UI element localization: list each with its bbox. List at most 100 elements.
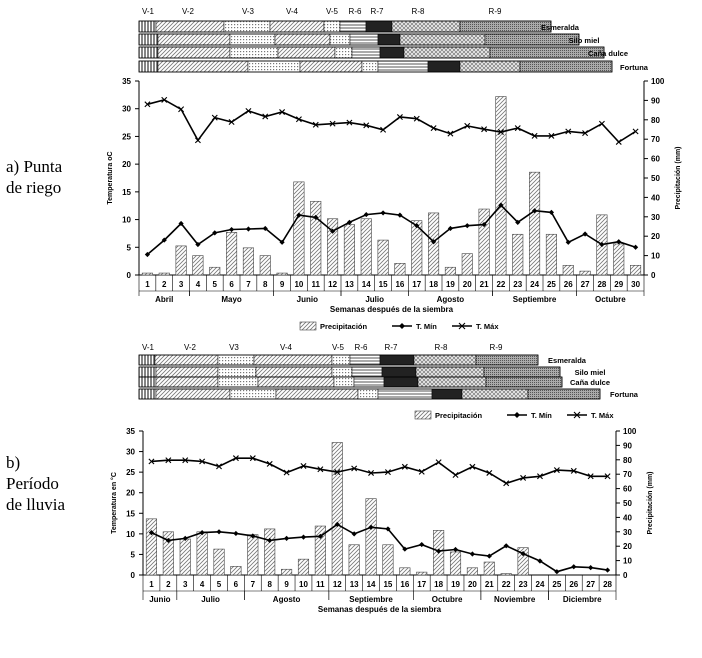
tmax-point	[144, 101, 151, 108]
week-tick-label: 17	[412, 280, 421, 289]
y-right-tick-label: 60	[651, 155, 660, 164]
tmax-point	[536, 473, 543, 480]
tmax-point	[165, 457, 172, 464]
stage-segment	[417, 376, 487, 388]
stage-label-r-9: R-9	[489, 7, 502, 16]
legend-marker-tmin	[399, 323, 405, 329]
variety-label-fortuna: Fortuna	[610, 390, 639, 399]
week-tick-label: 18	[434, 580, 443, 589]
precip-bar	[209, 266, 221, 276]
tmin-point	[334, 521, 340, 527]
variety-label-esmeralda: Esmeralda	[548, 356, 587, 365]
y-left-tick-label: 0	[131, 571, 136, 580]
variety-label-silo-miel: Silo miel	[575, 368, 606, 377]
tmin-point	[414, 223, 420, 229]
stage-label-r-6: R-6	[355, 343, 368, 352]
tmax-point	[548, 132, 555, 139]
stage-segment	[377, 60, 429, 73]
tmax-point	[329, 120, 336, 127]
stage-segment	[138, 354, 156, 366]
week-tick-label: 15	[379, 280, 388, 289]
tmin-point	[464, 223, 470, 229]
week-tick-label: 9	[280, 280, 285, 289]
y-left-tick-label: 0	[127, 271, 132, 280]
tmin-point	[436, 548, 442, 554]
tmin-point	[571, 564, 577, 570]
tmin-point	[279, 239, 285, 245]
stage-segment	[379, 46, 405, 59]
legend-swatch-precip	[299, 321, 317, 331]
y-left-tick-label: 15	[122, 188, 131, 197]
tmax-point	[531, 132, 538, 139]
precip-bar	[512, 233, 524, 276]
stage-segment	[157, 60, 249, 73]
week-tick-label: 29	[614, 280, 623, 289]
month-label-mayo: Mayo	[221, 295, 242, 304]
tmax-point	[435, 459, 442, 466]
y-axis-right-title: Precipitación (mm)	[675, 146, 682, 209]
tmax-point	[216, 463, 223, 470]
y-left-tick-label: 15	[126, 509, 135, 518]
week-tick-label: 24	[536, 580, 545, 589]
tmax-point	[418, 468, 425, 475]
week-tick-label: 4	[200, 580, 205, 589]
tmin-line	[151, 523, 608, 573]
stage-segment	[475, 354, 539, 366]
precip-bar	[314, 525, 326, 576]
week-tick-label: 23	[513, 280, 522, 289]
tmax-point	[430, 125, 437, 132]
tmax-point	[368, 469, 375, 476]
y-right-tick-label: 70	[651, 135, 660, 144]
tmin-point	[368, 524, 374, 530]
precip-bar	[517, 547, 529, 576]
precip-bar	[461, 253, 473, 276]
stage-segment	[351, 366, 383, 378]
tmax-point	[598, 120, 605, 127]
y-right-tick-label: 30	[623, 528, 632, 537]
stage-segment	[415, 366, 485, 378]
precip-bar	[360, 218, 372, 276]
tmax-point	[262, 113, 269, 120]
y-right-tick-label: 20	[651, 232, 660, 241]
week-tick-label: 12	[328, 280, 337, 289]
stage-segment	[138, 366, 157, 378]
month-label-septiembre: Septiembre	[513, 295, 557, 304]
stage-segment	[138, 60, 159, 73]
precip-bar	[630, 264, 642, 276]
stage-label-r-9: R-9	[490, 343, 503, 352]
tmax-point	[249, 455, 256, 462]
stage-segment	[431, 388, 463, 400]
precip-bar	[399, 567, 411, 576]
variety-label-caña-dulce: Caña dulce	[588, 49, 628, 58]
week-tick-label: 7	[251, 580, 256, 589]
y-left-tick-label: 5	[131, 550, 136, 559]
stage-label-v-4: V-4	[286, 7, 299, 16]
stage-bar-caña-dulce	[138, 46, 605, 59]
stage-segment	[519, 60, 613, 73]
precip-bar	[141, 272, 153, 276]
stage-segment	[138, 376, 157, 388]
tmax-line	[147, 98, 637, 144]
week-tick-label: 25	[552, 580, 561, 589]
stage-segment	[483, 366, 561, 378]
stage-segment	[329, 33, 351, 46]
tmin-point	[233, 530, 239, 537]
tmin-point	[245, 226, 252, 232]
week-tick-label: 9	[284, 580, 289, 589]
stage-segment	[155, 376, 219, 388]
stage-label-v-1: V-1	[142, 343, 155, 352]
stage-label-v-5: V-5	[326, 7, 339, 16]
precip-bar	[259, 255, 271, 276]
stage-segment	[229, 388, 277, 400]
stage-segment	[349, 33, 379, 46]
tmin-point	[537, 558, 543, 564]
tmax-point	[481, 126, 488, 133]
tmax-point	[283, 469, 290, 476]
precip-bar	[411, 220, 423, 276]
y-left-tick-label: 25	[126, 468, 135, 477]
stage-label-v-3: V-3	[242, 7, 255, 16]
tmin-point	[363, 211, 369, 218]
week-tick-label: 15	[383, 580, 392, 589]
week-tick-label: 5	[213, 280, 218, 289]
tmax-point	[514, 125, 521, 132]
